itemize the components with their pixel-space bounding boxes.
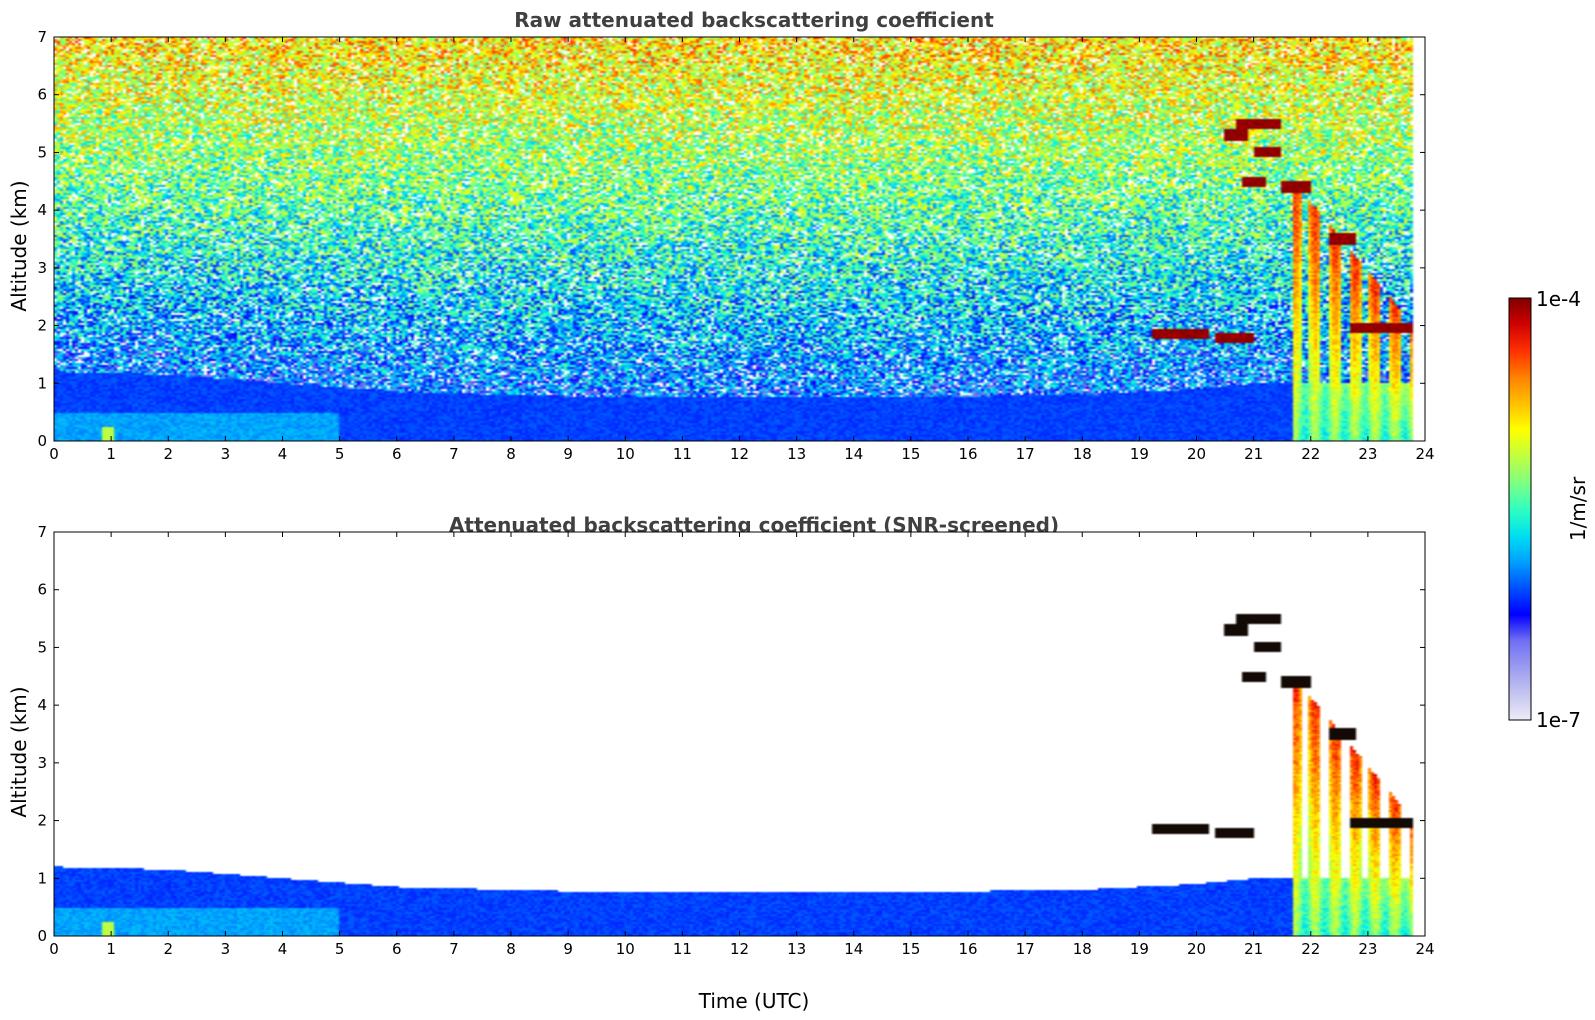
x-tick-label: 1 — [106, 445, 116, 463]
x-tick-label: 20 — [1187, 445, 1206, 463]
heatmap-image — [54, 37, 1425, 441]
y-tick-label: 6 — [37, 86, 47, 104]
x-tick-label: 21 — [1244, 940, 1263, 958]
x-tick-label: 2 — [163, 445, 173, 463]
y-tick-label: 0 — [37, 432, 47, 450]
y-tick-label: 4 — [37, 201, 47, 219]
x-tick-label: 0 — [49, 445, 59, 463]
x-tick-label: 15 — [901, 445, 920, 463]
x-tick-label: 0 — [49, 940, 59, 958]
x-tick-label: 6 — [392, 445, 402, 463]
x-tick-label: 22 — [1301, 445, 1320, 463]
y-tick-label: 2 — [37, 317, 47, 335]
x-tick-label: 5 — [335, 445, 345, 463]
colorbar-gradient — [1508, 297, 1532, 721]
raw-backscatter-panel: Raw attenuated backscattering coefficien… — [7, 8, 1435, 463]
y-tick-label: 4 — [37, 696, 47, 714]
x-tick-label: 23 — [1358, 940, 1377, 958]
plot-area: 0 1 2 3 4 5 6 7 8 9 10 11 12 13 14 15 16 17 18 19 20 21 22 23 24… — [37, 523, 1434, 958]
y-axis-label: Altitude (km) — [7, 686, 31, 817]
y-tick-label: 5 — [37, 143, 47, 161]
y-tick-label: 5 — [37, 638, 47, 656]
x-tick-label: 10 — [616, 445, 635, 463]
x-tick-label: 21 — [1244, 445, 1263, 463]
x-tick-label: 8 — [506, 445, 516, 463]
x-tick-label: 16 — [958, 445, 977, 463]
x-tick-label: 18 — [1073, 940, 1092, 958]
plot-area: 0 1 2 3 4 5 6 7 8 9 10 11 12 13 14 15 16 17 18 19 20 21 22 23 24… — [37, 28, 1434, 463]
colorbar: 1e-4 1e-7 1/m/sr — [1508, 287, 1590, 732]
x-tick-label: 7 — [449, 940, 459, 958]
x-tick-label: 15 — [901, 940, 920, 958]
y-axis-label: Altitude (km) — [7, 180, 31, 311]
y-tick-label: 1 — [37, 869, 47, 887]
x-tick-label: 17 — [1016, 940, 1035, 958]
x-tick-label: 3 — [221, 445, 231, 463]
x-tick-label: 8 — [506, 940, 516, 958]
x-tick-label: 10 — [616, 940, 635, 958]
x-tick-label: 23 — [1358, 445, 1377, 463]
x-tick-label: 4 — [278, 940, 288, 958]
snr-screened-panel: Attenuated backscattering coefficient (S… — [7, 513, 1435, 1013]
x-tick-label: 17 — [1016, 445, 1035, 463]
y-tick-label: 3 — [37, 754, 47, 772]
x-tick-label: 11 — [673, 940, 692, 958]
x-tick-label: 19 — [1130, 445, 1149, 463]
x-tick-label: 14 — [844, 940, 863, 958]
x-tick-label: 7 — [449, 445, 459, 463]
x-tick-label: 4 — [278, 445, 288, 463]
x-tick-label: 9 — [563, 940, 573, 958]
x-tick-label: 6 — [392, 940, 402, 958]
x-tick-label: 22 — [1301, 940, 1320, 958]
y-tick-label: 1 — [37, 374, 47, 392]
y-tick-label: 3 — [37, 259, 47, 277]
x-tick-label: 19 — [1130, 940, 1149, 958]
x-tick-label: 13 — [787, 940, 806, 958]
x-tick-label: 18 — [1073, 445, 1092, 463]
x-tick-label: 20 — [1187, 940, 1206, 958]
x-tick-label: 9 — [563, 445, 573, 463]
x-tick-label: 2 — [163, 940, 173, 958]
colorbar-unit-label: 1/m/sr — [1566, 476, 1590, 541]
x-tick-label: 24 — [1415, 445, 1434, 463]
x-tick-label: 11 — [673, 445, 692, 463]
x-tick-label: 12 — [730, 445, 749, 463]
x-tick-label: 14 — [844, 445, 863, 463]
y-tick-label: 7 — [37, 523, 47, 541]
x-tick-label: 5 — [335, 940, 345, 958]
x-tick-label: 13 — [787, 445, 806, 463]
heatmap-image — [54, 532, 1425, 936]
panel-title: Raw attenuated backscattering coefficien… — [514, 8, 994, 32]
colorbar-max-label: 1e-4 — [1536, 287, 1581, 311]
y-tick-label: 7 — [37, 28, 47, 46]
y-tick-label: 2 — [37, 812, 47, 830]
y-tick-label: 6 — [37, 581, 47, 599]
x-tick-label: 16 — [958, 940, 977, 958]
y-tick-label: 0 — [37, 927, 47, 945]
colorbar-min-label: 1e-7 — [1536, 708, 1581, 732]
x-tick-label: 12 — [730, 940, 749, 958]
x-axis-label: Time (UTC) — [698, 989, 810, 1013]
x-tick-label: 1 — [106, 940, 116, 958]
x-tick-label: 24 — [1415, 940, 1434, 958]
x-tick-label: 3 — [221, 940, 231, 958]
